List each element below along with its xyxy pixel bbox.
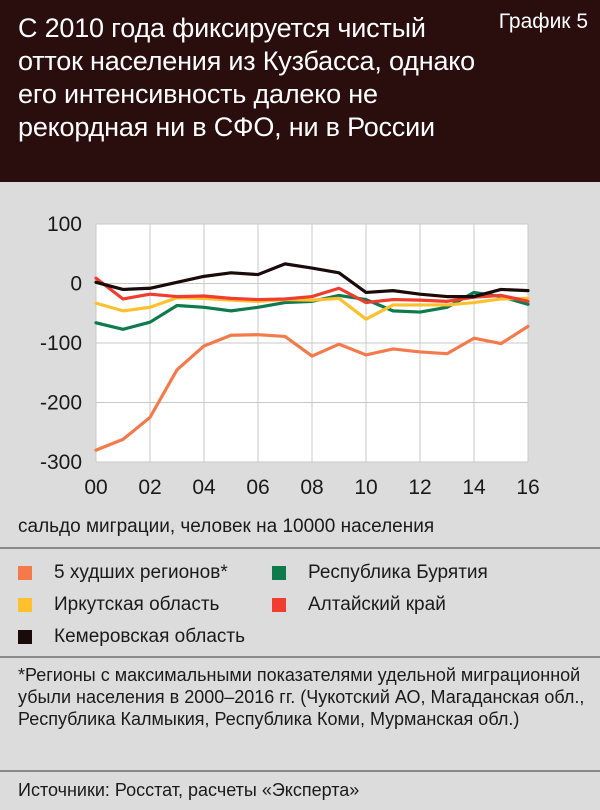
legend-swatch	[18, 566, 32, 580]
series-line-0	[94, 324, 530, 452]
y-tick-label: -100	[40, 332, 82, 355]
x-tick-label: 06	[246, 476, 269, 499]
x-tick-label: 00	[84, 476, 107, 499]
chart-title: С 2010 года фиксируется чистый отток нас…	[18, 13, 475, 142]
x-tick-label: 02	[138, 476, 161, 499]
legend-swatch	[272, 598, 286, 612]
series-line-4	[94, 262, 530, 299]
legend-item-buryatia: Республика Бурятия	[272, 562, 488, 584]
x-axis-label: сальдо миграции, человек на 10000 населе…	[18, 516, 435, 537]
legend-label: Иркутская область	[54, 594, 220, 615]
source-note: Источники: Росстат, расчеты «Эксперта»	[18, 780, 360, 800]
legend-label: Алтайский край	[308, 594, 446, 615]
y-tick-label: -300	[40, 451, 82, 474]
x-tick-label: 14	[462, 476, 486, 499]
legend-item-altai: Алтайский край	[272, 594, 446, 616]
divider-legend	[0, 547, 600, 549]
legend-item-worst-regions: 5 худших регионов*	[18, 562, 228, 584]
y-tick-label: 0	[70, 273, 82, 296]
series-line-3	[94, 276, 530, 305]
legend-item-irkutsk: Иркутская область	[18, 594, 219, 616]
y-tick-label: -200	[40, 392, 82, 415]
series-line-2	[94, 296, 530, 321]
legend-swatch	[272, 566, 286, 580]
x-tick-label: 04	[192, 476, 216, 499]
chart-area: 100 0 -100 -200 -300 00 02 04 06 08 10 12 14 16	[0, 182, 600, 542]
chart-header: С 2010 года фиксируется чистый отток нас…	[0, 0, 600, 182]
legend-item-kemerovo: Кемеровская область	[18, 626, 245, 648]
divider-source	[0, 770, 600, 772]
legend-swatch	[18, 630, 32, 644]
x-tick-label: 12	[408, 476, 431, 499]
x-tick-label: 08	[300, 476, 323, 499]
legend-label: Кемеровская область	[54, 626, 245, 647]
legend-swatch	[18, 598, 32, 612]
x-tick-label: 10	[354, 476, 377, 499]
divider-footnote	[0, 656, 600, 658]
legend-label: 5 худших регионов*	[54, 562, 228, 583]
y-tick-label: 100	[47, 213, 82, 236]
legend-label: Республика Бурятия	[308, 562, 488, 583]
x-tick-label: 16	[516, 476, 539, 499]
chart-number: График 5	[498, 10, 588, 33]
footnote: *Регионы с максимальными показателями уд…	[18, 665, 585, 729]
